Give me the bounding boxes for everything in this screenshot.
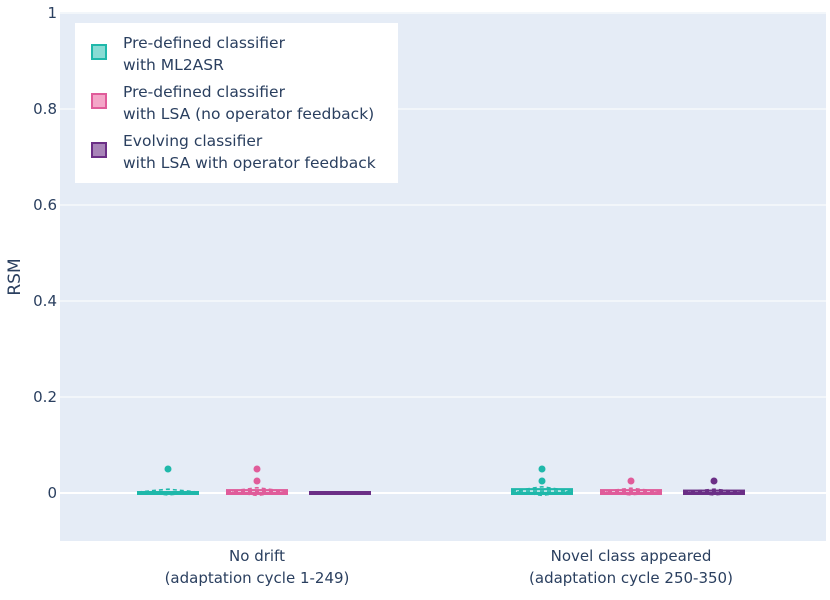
y-tick-label: 0.2 [33,388,57,406]
box-mean-sd-diamond [226,486,288,497]
box-mean-sd-diamond [600,487,662,496]
legend-label-line2: with ML2ASR [123,56,224,74]
legend-background [75,23,398,183]
box-trace [226,465,288,497]
box-traces [137,465,745,497]
legend-label-line1: Pre-defined classifier [123,83,286,101]
y-tick-label: 0 [47,484,57,502]
legend-label-line2: with LSA (no operator feedback) [123,105,374,123]
legend-label-line2: with LSA with operator feedback [123,154,376,172]
outlier-point [627,477,635,485]
outlier-point [253,465,261,473]
x-category-label: No drift [229,547,285,565]
y-tick-label: 0.4 [33,292,57,310]
y-tick-label: 1 [47,4,57,22]
outlier-point [538,465,546,473]
outlier-point [164,465,172,473]
y-tick-label: 0.6 [33,196,57,214]
box-mean-sd-diamond [683,488,745,496]
legend-entry[interactable]: Pre-defined classifier with LSA (no opera… [91,83,374,123]
outlier-point [538,477,546,485]
legend-swatch [91,142,107,158]
x-category-label: Novel class appeared [551,547,712,565]
y-tick-labels: 0 0.2 0.4 0.6 0.8 1 [33,4,57,502]
x-category-sublabel: (adaptation cycle 1-249) [165,569,350,587]
x-category-labels: No drift (adaptation cycle 1-249) Novel cl… [165,547,733,587]
legend-entry[interactable]: Evolving classifier with LSA with operato… [91,132,376,172]
legend-swatch [91,44,107,60]
y-axis-label: RSM [5,258,25,295]
box-mean-sd-diamond [511,485,573,497]
box-mean-sd-diamond [137,488,199,496]
legend-entry[interactable]: Pre-defined classifier with ML2ASR [91,34,286,74]
legend-label-line1: Pre-defined classifier [123,34,286,52]
legend-label-line1: Evolving classifier [123,132,263,150]
legend-swatch [91,93,107,109]
y-tick-label: 0.8 [33,100,57,118]
box-trace [511,465,573,497]
outlier-point [710,477,718,485]
box-trace [683,477,745,496]
box-trace [137,465,199,496]
outlier-point [253,477,261,485]
box-trace [600,477,662,496]
x-category-sublabel: (adaptation cycle 250-350) [529,569,733,587]
box-trace [309,491,371,495]
